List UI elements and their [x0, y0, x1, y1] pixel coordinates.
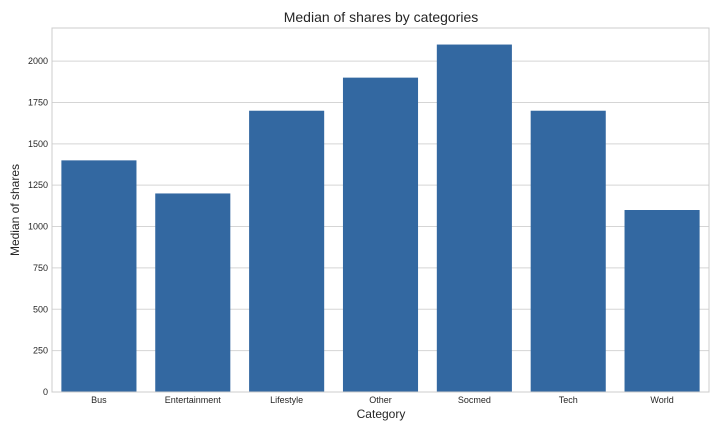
y-tick-label: 1000: [28, 222, 48, 232]
y-tick-label: 1750: [28, 97, 48, 107]
y-axis-label: Median of shares: [8, 164, 22, 256]
bar-bus: [61, 160, 137, 392]
y-tick-label: 250: [33, 346, 48, 356]
x-tick-label: Socmed: [458, 395, 491, 405]
x-tick-label: World: [650, 395, 673, 405]
y-tick-label: 2000: [28, 56, 48, 66]
x-tick-label: Lifestyle: [270, 395, 303, 405]
bar-world: [624, 210, 700, 392]
bar-tech: [530, 110, 606, 393]
y-tick-label: 750: [33, 263, 48, 273]
plot-frame: [51, 27, 710, 393]
y-tick-label: 500: [33, 304, 48, 314]
x-tick-label: Entertainment: [165, 395, 222, 405]
bar-other: [342, 77, 419, 393]
x-tick-label: Other: [369, 395, 392, 405]
bar-socmed: [436, 44, 512, 392]
x-tick-label: Tech: [559, 395, 578, 405]
bar-entertainment: [155, 193, 231, 392]
chart-title: Median of shares by categories: [284, 9, 479, 25]
y-tick-label: 1250: [28, 180, 48, 190]
y-tick-labels: 0 250 500 750 1000 1250 1500 1750 2000: [28, 56, 48, 397]
x-tick-label: Bus: [91, 395, 107, 405]
y-tick-label: 1500: [28, 139, 48, 149]
x-axis-label: Category: [357, 407, 406, 421]
y-tick-label: 0: [43, 387, 48, 397]
bar-lifestyle: [249, 110, 325, 393]
x-tick-labels: Bus Entertainment Lifestyle Other Socmed Tech…: [91, 395, 674, 405]
bars: [61, 44, 700, 393]
